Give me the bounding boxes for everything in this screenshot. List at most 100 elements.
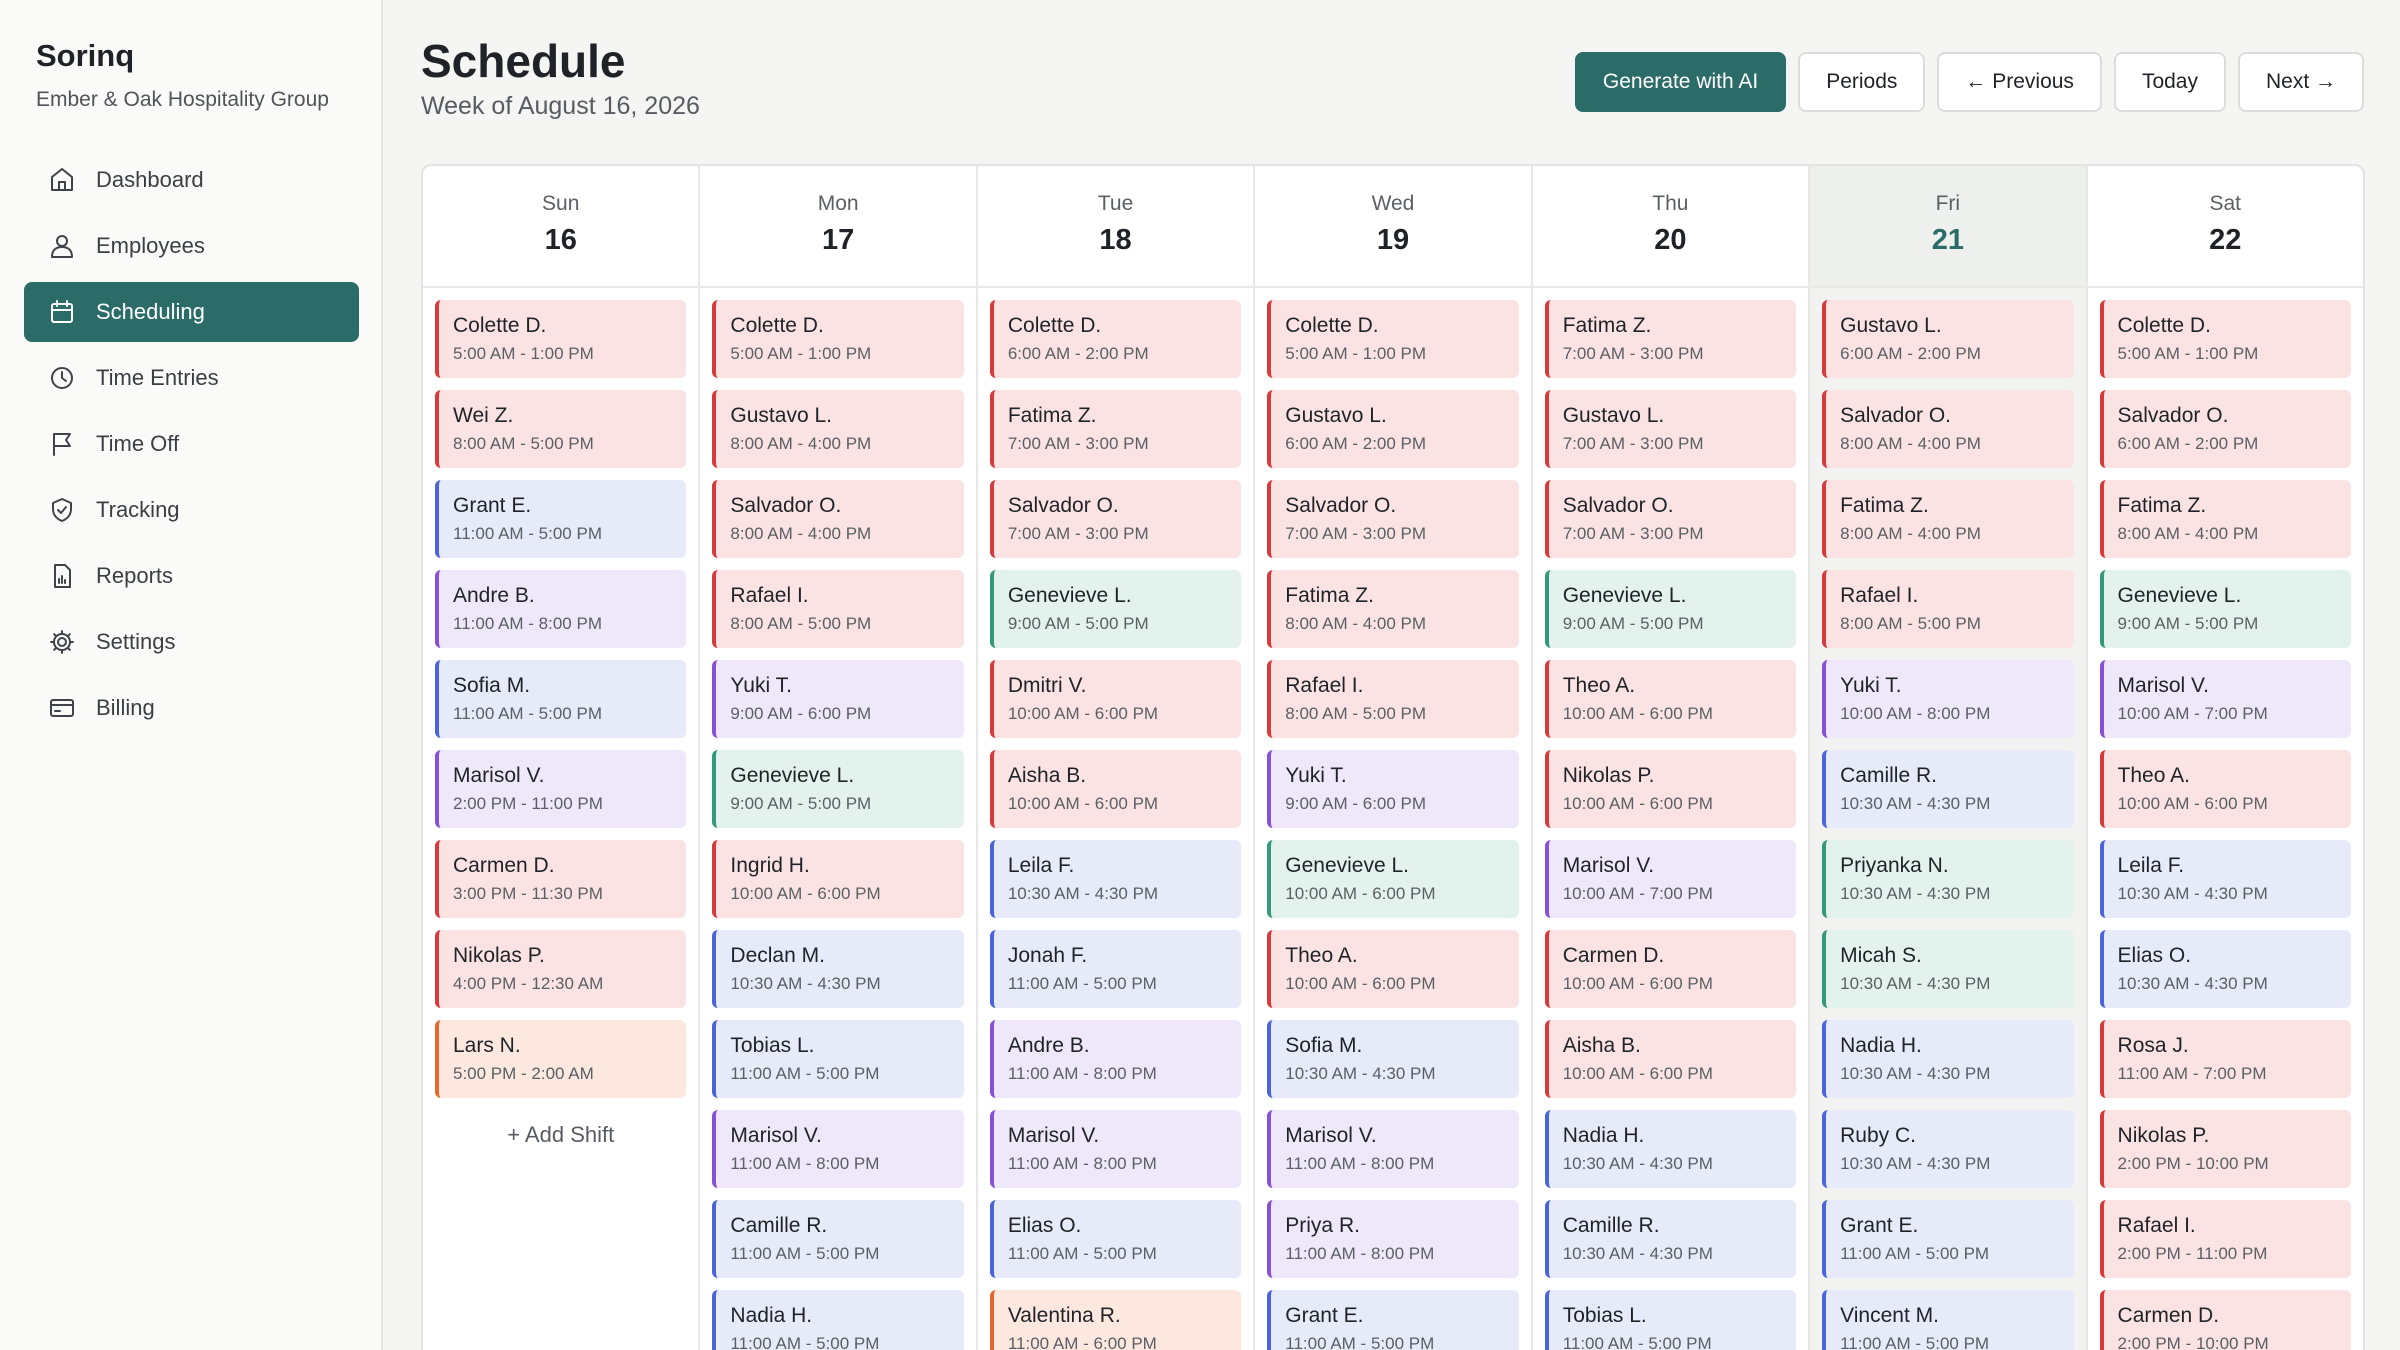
- shift-card[interactable]: Elias O. 11:00 AM - 5:00 PM: [989, 1200, 1242, 1278]
- next-week-button[interactable]: Next →: [2237, 52, 2364, 112]
- shift-card[interactable]: Nadia H. 10:30 AM - 4:30 PM: [1822, 1020, 2074, 1098]
- shift-card[interactable]: Camille R. 10:30 AM - 4:30 PM: [1822, 750, 2074, 828]
- shift-card[interactable]: Rafael I. 2:00 PM - 11:00 PM: [2099, 1200, 2351, 1278]
- shift-card[interactable]: Genevieve L. 9:00 AM - 5:00 PM: [989, 570, 1242, 648]
- shift-card[interactable]: Aisha B. 10:00 AM - 6:00 PM: [1544, 1020, 1797, 1098]
- shift-card[interactable]: Salvador O. 8:00 AM - 4:00 PM: [1822, 390, 2074, 468]
- shift-card[interactable]: Micah S. 10:30 AM - 4:30 PM: [1822, 930, 2074, 1008]
- shift-card[interactable]: Salvador O. 7:00 AM - 3:00 PM: [1267, 480, 1519, 558]
- shift-card[interactable]: Rafael I. 8:00 AM - 5:00 PM: [712, 570, 964, 648]
- sidebar-item-reports[interactable]: Reports: [24, 546, 359, 606]
- shift-card[interactable]: Grant E. 11:00 AM - 5:00 PM: [435, 480, 687, 558]
- shift-card[interactable]: Priya R. 11:00 AM - 8:00 PM: [1267, 1200, 1519, 1278]
- sidebar-item-dashboard[interactable]: Dashboard: [24, 150, 359, 210]
- shift-card[interactable]: Nikolas P. 4:00 PM - 12:30 AM: [435, 930, 687, 1008]
- shift-card[interactable]: Wei Z. 8:00 AM - 5:00 PM: [435, 390, 687, 468]
- shift-card[interactable]: Ingrid H. 10:00 AM - 6:00 PM: [712, 840, 964, 918]
- shift-card[interactable]: Sofia M. 10:30 AM - 4:30 PM: [1267, 1020, 1519, 1098]
- today-button[interactable]: Today: [2113, 52, 2226, 112]
- shift-card[interactable]: Valentina R. 11:00 AM - 6:00 PM: [989, 1290, 1242, 1350]
- shift-card[interactable]: Lars N. 5:00 PM - 2:00 AM: [435, 1020, 687, 1098]
- shift-card[interactable]: Gustavo L. 7:00 AM - 3:00 PM: [1544, 390, 1797, 468]
- shift-card[interactable]: Dmitri V. 10:00 AM - 6:00 PM: [989, 660, 1242, 738]
- shift-card[interactable]: Colette D. 5:00 AM - 1:00 PM: [1267, 300, 1519, 378]
- generate-ai-button[interactable]: Generate with AI: [1574, 52, 1787, 112]
- shift-card[interactable]: Colette D. 5:00 AM - 1:00 PM: [712, 300, 964, 378]
- shift-card[interactable]: Camille R. 11:00 AM - 5:00 PM: [712, 1200, 964, 1278]
- shift-card[interactable]: Gustavo L. 8:00 AM - 4:00 PM: [712, 390, 964, 468]
- shift-card[interactable]: Priyanka N. 10:30 AM - 4:30 PM: [1822, 840, 2074, 918]
- shift-card[interactable]: Nikolas P. 10:00 AM - 6:00 PM: [1544, 750, 1797, 828]
- shift-card[interactable]: Camille R. 10:30 AM - 4:30 PM: [1544, 1200, 1797, 1278]
- shift-card[interactable]: Andre B. 11:00 AM - 8:00 PM: [989, 1020, 1242, 1098]
- shift-card[interactable]: Genevieve L. 9:00 AM - 5:00 PM: [2099, 570, 2351, 648]
- shift-card[interactable]: Nadia H. 11:00 AM - 5:00 PM: [712, 1290, 964, 1350]
- shift-card[interactable]: Andre B. 11:00 AM - 8:00 PM: [435, 570, 687, 648]
- add-shift-button[interactable]: + Add Shift: [507, 1122, 615, 1147]
- shift-card[interactable]: Grant E. 11:00 AM - 5:00 PM: [1822, 1200, 2074, 1278]
- shift-card[interactable]: Yuki T. 9:00 AM - 6:00 PM: [712, 660, 964, 738]
- shift-card[interactable]: Leila F. 10:30 AM - 4:30 PM: [989, 840, 1242, 918]
- shift-card[interactable]: Aisha B. 10:00 AM - 6:00 PM: [989, 750, 1242, 828]
- shift-card[interactable]: Marisol V. 11:00 AM - 8:00 PM: [989, 1110, 1242, 1188]
- shift-card[interactable]: Marisol V. 11:00 AM - 8:00 PM: [1267, 1110, 1519, 1188]
- shift-card[interactable]: Carmen D. 10:00 AM - 6:00 PM: [1544, 930, 1797, 1008]
- shift-card[interactable]: Genevieve L. 9:00 AM - 5:00 PM: [1544, 570, 1797, 648]
- sidebar-item-scheduling[interactable]: Scheduling: [24, 282, 359, 342]
- shift-card[interactable]: Declan M. 10:30 AM - 4:30 PM: [712, 930, 964, 1008]
- shift-card[interactable]: Fatima Z. 8:00 AM - 4:00 PM: [1267, 570, 1519, 648]
- previous-week-button[interactable]: ← Previous: [1937, 52, 2102, 112]
- sidebar-item-tracking[interactable]: Tracking: [24, 480, 359, 540]
- shift-card[interactable]: Genevieve L. 10:00 AM - 6:00 PM: [1267, 840, 1519, 918]
- shift-card[interactable]: Rafael I. 8:00 AM - 5:00 PM: [1267, 660, 1519, 738]
- shift-card[interactable]: Salvador O. 6:00 AM - 2:00 PM: [2099, 390, 2351, 468]
- sidebar-item-employees[interactable]: Employees: [24, 216, 359, 276]
- shift-card[interactable]: Theo A. 10:00 AM - 6:00 PM: [1267, 930, 1519, 1008]
- shift-card[interactable]: Genevieve L. 9:00 AM - 5:00 PM: [712, 750, 964, 828]
- shift-card[interactable]: Salvador O. 7:00 AM - 3:00 PM: [1544, 480, 1797, 558]
- shift-time: 8:00 AM - 4:00 PM: [1285, 614, 1427, 633]
- sidebar-item-time-entries[interactable]: Time Entries: [24, 348, 359, 408]
- shift-card[interactable]: Marisol V. 10:00 AM - 7:00 PM: [1544, 840, 1797, 918]
- shift-card[interactable]: Rafael I. 8:00 AM - 5:00 PM: [1822, 570, 2074, 648]
- shift-card[interactable]: Nikolas P. 2:00 PM - 10:00 PM: [2099, 1110, 2351, 1188]
- shift-card[interactable]: Colette D. 6:00 AM - 2:00 PM: [989, 300, 1242, 378]
- shift-card[interactable]: Elias O. 10:30 AM - 4:30 PM: [2099, 930, 2351, 1008]
- sidebar-item-billing[interactable]: Billing: [24, 678, 359, 738]
- shift-card[interactable]: Carmen D. 3:00 PM - 11:30 PM: [435, 840, 687, 918]
- shift-card[interactable]: Vincent M. 11:00 AM - 5:00 PM: [1822, 1290, 2074, 1350]
- shift-card[interactable]: Ruby C. 10:30 AM - 4:30 PM: [1822, 1110, 2074, 1188]
- shift-card[interactable]: Gustavo L. 6:00 AM - 2:00 PM: [1822, 300, 2074, 378]
- shift-time: 10:30 AM - 4:30 PM: [1285, 1064, 1436, 1083]
- shift-card[interactable]: Grant E. 11:00 AM - 5:00 PM: [1267, 1290, 1519, 1350]
- shift-card[interactable]: Leila F. 10:30 AM - 4:30 PM: [2099, 840, 2351, 918]
- shift-card[interactable]: Gustavo L. 6:00 AM - 2:00 PM: [1267, 390, 1519, 468]
- shift-card[interactable]: Yuki T. 10:00 AM - 8:00 PM: [1822, 660, 2074, 738]
- sidebar-item-time-off[interactable]: Time Off: [24, 414, 359, 474]
- sidebar-item-settings[interactable]: Settings: [24, 612, 359, 672]
- shift-card[interactable]: Carmen D. 2:00 PM - 10:00 PM: [2099, 1290, 2351, 1350]
- shift-card[interactable]: Yuki T. 9:00 AM - 6:00 PM: [1267, 750, 1519, 828]
- shift-card[interactable]: Marisol V. 10:00 AM - 7:00 PM: [2099, 660, 2351, 738]
- shift-card[interactable]: Fatima Z. 8:00 AM - 4:00 PM: [2099, 480, 2351, 558]
- shift-card[interactable]: Tobias L. 11:00 AM - 5:00 PM: [1544, 1290, 1797, 1350]
- shift-card[interactable]: Sofia M. 11:00 AM - 5:00 PM: [435, 660, 687, 738]
- shift-time: 5:00 AM - 1:00 PM: [453, 344, 594, 363]
- shift-card[interactable]: Jonah F. 11:00 AM - 5:00 PM: [989, 930, 1242, 1008]
- shift-card[interactable]: Marisol V. 11:00 AM - 8:00 PM: [712, 1110, 964, 1188]
- shift-card[interactable]: Theo A. 10:00 AM - 6:00 PM: [2099, 750, 2351, 828]
- shift-card[interactable]: Colette D. 5:00 AM - 1:00 PM: [435, 300, 687, 378]
- shift-card[interactable]: Marisol V. 2:00 PM - 11:00 PM: [435, 750, 687, 828]
- shift-card[interactable]: Nadia H. 10:30 AM - 4:30 PM: [1544, 1110, 1797, 1188]
- shift-card[interactable]: Rosa J. 11:00 AM - 7:00 PM: [2099, 1020, 2351, 1098]
- shift-card[interactable]: Fatima Z. 7:00 AM - 3:00 PM: [989, 390, 1242, 468]
- shift-card[interactable]: Fatima Z. 8:00 AM - 4:00 PM: [1822, 480, 2074, 558]
- shift-card[interactable]: Tobias L. 11:00 AM - 5:00 PM: [712, 1020, 964, 1098]
- shift-employee-name: Colette D.: [1285, 314, 1379, 337]
- shift-card[interactable]: Salvador O. 7:00 AM - 3:00 PM: [989, 480, 1242, 558]
- shift-card[interactable]: Theo A. 10:00 AM - 6:00 PM: [1544, 660, 1797, 738]
- periods-button[interactable]: Periods: [1798, 52, 1926, 112]
- shift-card[interactable]: Fatima Z. 7:00 AM - 3:00 PM: [1544, 300, 1797, 378]
- shift-card[interactable]: Colette D. 5:00 AM - 1:00 PM: [2099, 300, 2351, 378]
- shift-card[interactable]: Salvador O. 8:00 AM - 4:00 PM: [712, 480, 964, 558]
